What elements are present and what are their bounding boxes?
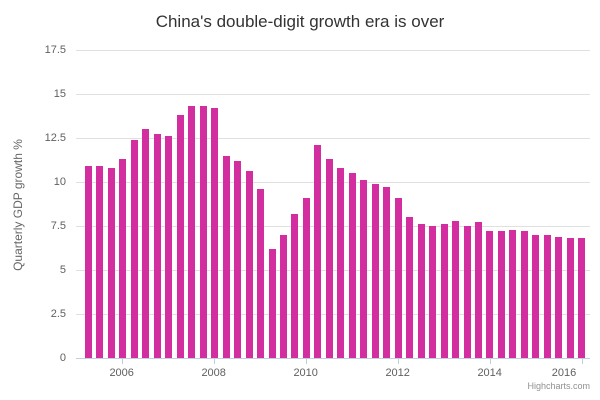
bar[interactable]	[394, 197, 402, 358]
x-axis-line	[75, 358, 590, 359]
x-axis-label: 2014	[477, 367, 502, 379]
bar[interactable]	[555, 236, 563, 358]
x-axis-tick	[213, 359, 215, 364]
bar[interactable]	[360, 180, 368, 358]
credits-link[interactable]: Highcharts.com	[527, 381, 590, 391]
bar[interactable]	[314, 145, 322, 358]
bar[interactable]	[474, 222, 482, 358]
x-axis-label: 2008	[201, 367, 226, 379]
bar[interactable]	[497, 231, 505, 358]
y-axis-label: 17.5	[44, 44, 66, 56]
y-axis-label: 15	[53, 88, 66, 100]
y-axis-label: 0	[59, 352, 66, 364]
y-axis-label: 7.5	[50, 220, 66, 232]
x-axis-tick	[121, 359, 123, 364]
bar[interactable]	[520, 231, 528, 358]
y-axis-label: 10	[53, 176, 66, 188]
bar[interactable]	[119, 159, 127, 358]
y-axis-label: 5	[59, 264, 66, 276]
bar[interactable]	[532, 234, 540, 358]
bar[interactable]	[211, 108, 219, 358]
bar[interactable]	[257, 189, 265, 358]
bar[interactable]	[153, 134, 161, 358]
y-axis-label: 12.5	[44, 132, 66, 144]
bar[interactable]	[463, 226, 471, 358]
bar[interactable]	[371, 183, 379, 358]
bar[interactable]	[107, 167, 115, 358]
x-axis-tick	[305, 359, 307, 364]
bar[interactable]	[417, 224, 425, 358]
x-axis-label: 2006	[109, 367, 134, 379]
bar[interactable]	[188, 106, 196, 358]
chart-title: China's double-digit growth era is over	[155, 12, 445, 31]
y-axis-label: 2.5	[50, 308, 66, 320]
bar[interactable]	[245, 171, 253, 358]
x-axis-label: 2010	[293, 367, 318, 379]
bar[interactable]	[543, 234, 551, 358]
gridline	[75, 50, 590, 51]
bar[interactable]	[566, 238, 574, 358]
bar[interactable]	[406, 217, 414, 358]
bar[interactable]	[199, 106, 207, 358]
x-axis-label: 2012	[385, 367, 410, 379]
bar[interactable]	[578, 238, 586, 358]
bar[interactable]	[96, 166, 104, 358]
bar[interactable]	[509, 229, 517, 358]
bar[interactable]	[279, 234, 287, 358]
bar[interactable]	[268, 248, 276, 358]
bar[interactable]	[440, 224, 448, 358]
bar[interactable]	[429, 226, 437, 358]
bar[interactable]	[452, 220, 460, 358]
x-axis-tick	[581, 359, 583, 364]
gridline	[75, 138, 590, 139]
bar[interactable]	[383, 187, 391, 358]
bar[interactable]	[337, 167, 345, 358]
bar[interactable]	[165, 136, 173, 358]
y-axis-title: Quarterly GDP growth %	[11, 139, 25, 271]
bar[interactable]	[302, 197, 310, 358]
bar[interactable]	[222, 155, 230, 358]
bar[interactable]	[486, 231, 494, 358]
bar[interactable]	[291, 213, 299, 358]
gridline	[75, 94, 590, 95]
x-axis-label: 2016	[551, 367, 577, 379]
bar[interactable]	[85, 166, 92, 358]
bar[interactable]	[142, 129, 150, 358]
bar[interactable]	[348, 173, 356, 358]
x-axis-tick	[397, 359, 399, 364]
x-axis-tick	[489, 359, 491, 364]
bar[interactable]	[234, 160, 242, 358]
bar[interactable]	[325, 159, 333, 358]
bar[interactable]	[176, 115, 184, 358]
bar[interactable]	[130, 139, 138, 358]
